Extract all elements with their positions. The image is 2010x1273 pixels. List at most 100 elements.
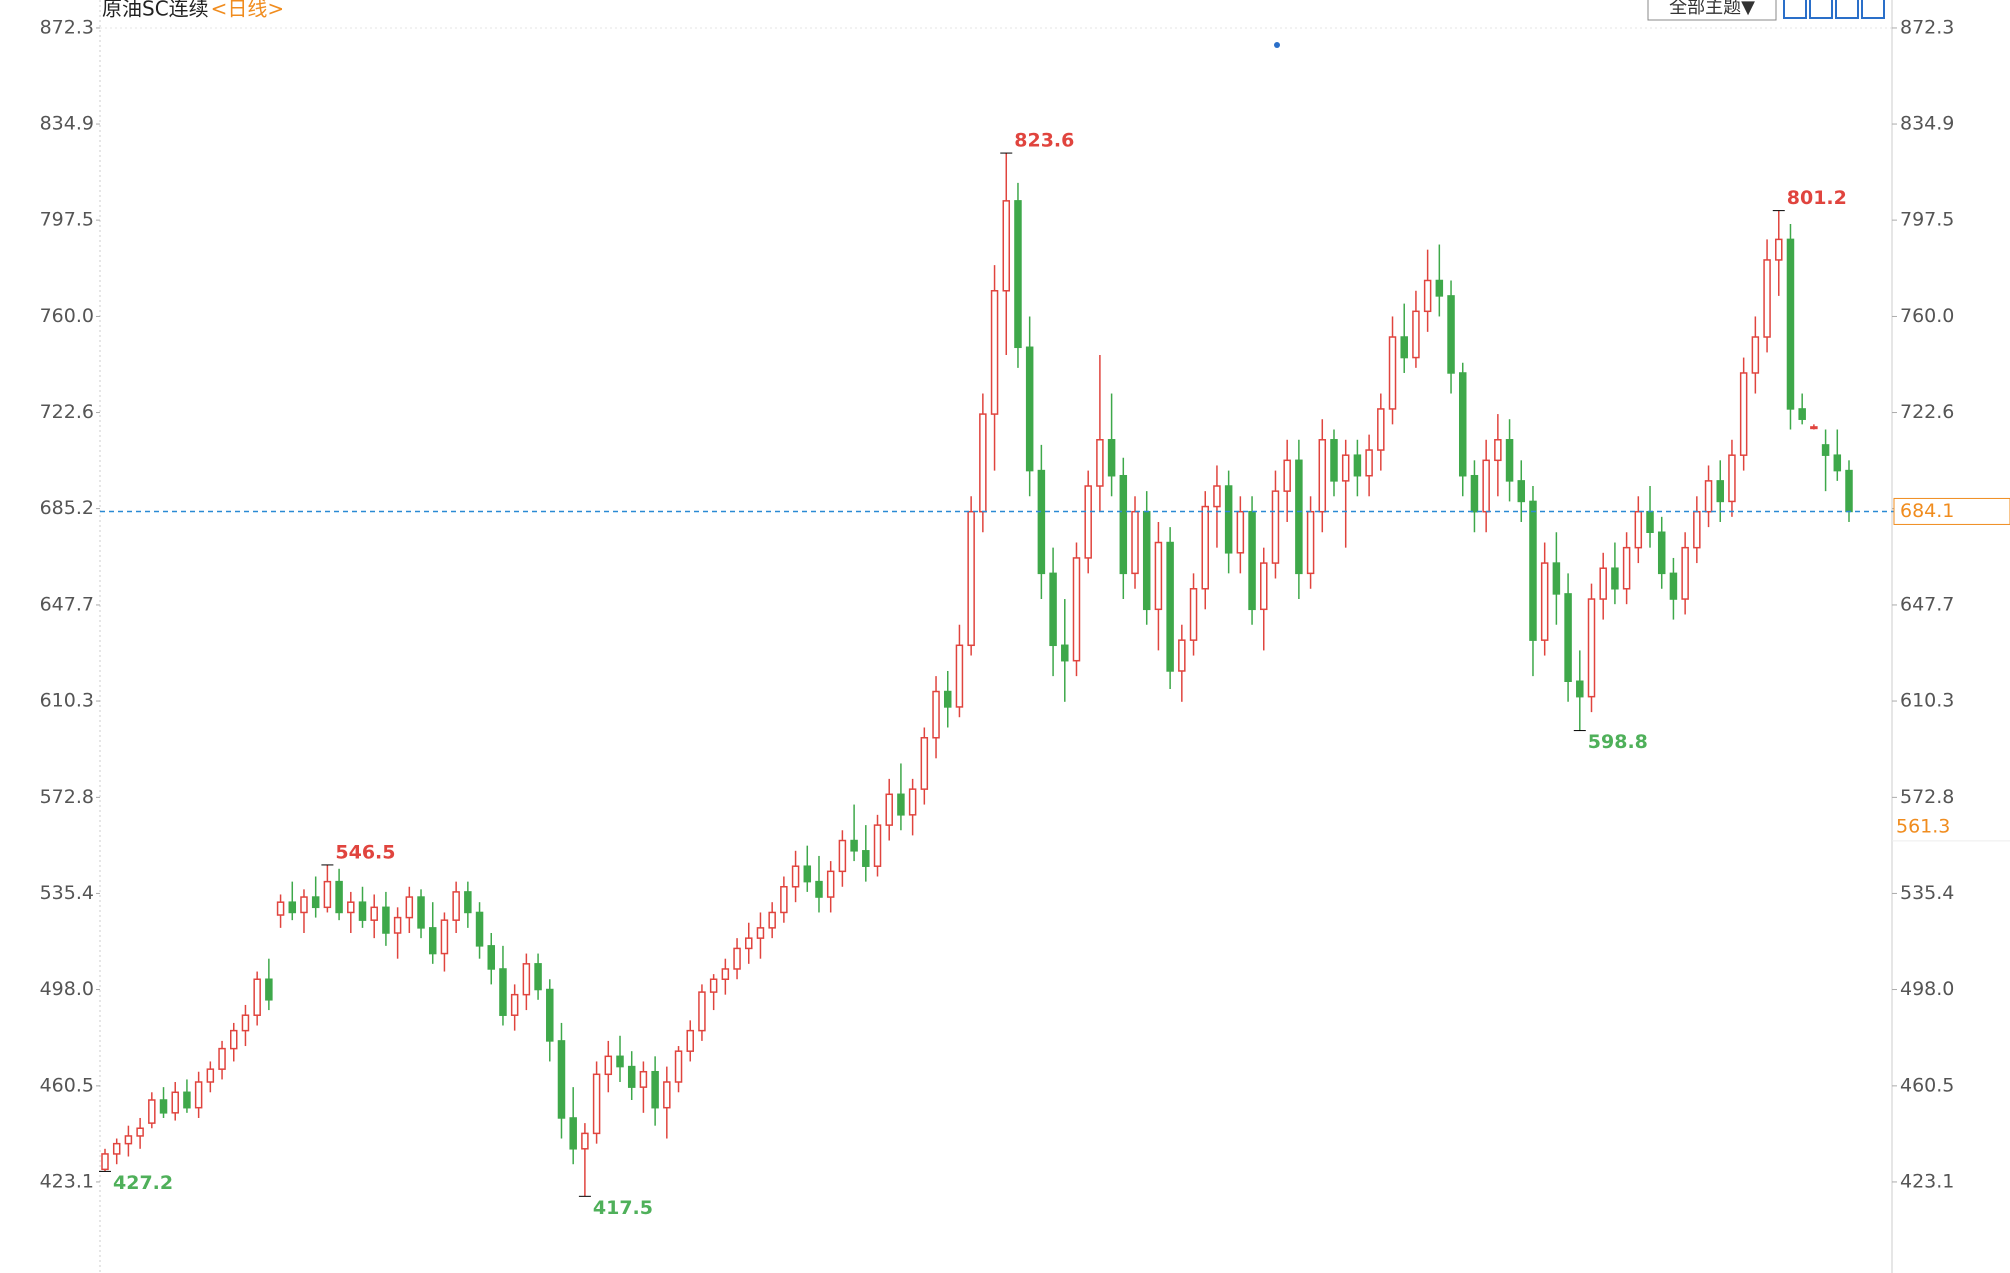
- period-label: <日线>: [211, 0, 285, 21]
- candle-body: [908, 788, 917, 816]
- y-tick-label: 834.9: [40, 113, 94, 135]
- candle-body: [663, 1081, 671, 1109]
- candle-body: [1786, 238, 1795, 410]
- theme-button-box[interactable]: [1647, 0, 1777, 21]
- y-tick-label: 872.3: [40, 16, 94, 38]
- candle-body: [1412, 310, 1420, 359]
- candle-body: [616, 1055, 624, 1068]
- indicator-dot: [1274, 42, 1280, 48]
- candle-body: [873, 824, 882, 867]
- candle-body: [1775, 238, 1783, 261]
- candle-body: [1353, 454, 1362, 477]
- candle-body: [534, 963, 542, 991]
- candle-body: [159, 1099, 168, 1114]
- candle-body: [1318, 439, 1327, 513]
- candle-body: [1517, 480, 1526, 503]
- candle-body: [1681, 546, 1689, 600]
- y2-tick-label: 572.8: [1900, 786, 1954, 808]
- candle-body: [733, 947, 741, 970]
- candle-body: [1739, 372, 1748, 456]
- candle-body: [358, 901, 367, 921]
- candle-body: [1669, 572, 1678, 600]
- candle-body: [592, 1073, 601, 1135]
- candle-body: [955, 644, 964, 708]
- y-tick-label: 610.3: [40, 690, 94, 712]
- candle-body: [1341, 454, 1350, 482]
- candle-body: [1025, 346, 1034, 472]
- candle-body: [1716, 480, 1724, 503]
- low-label: 417.5: [593, 1197, 653, 1219]
- candle-body: [709, 978, 718, 993]
- candle-body: [803, 865, 812, 883]
- candle-body: [112, 1142, 121, 1155]
- candle-body: [1611, 567, 1619, 590]
- candle-body: [1494, 439, 1502, 462]
- y2-tick-label: 610.3: [1900, 690, 1954, 712]
- candle-body: [826, 870, 835, 898]
- candle-body: [1365, 449, 1373, 477]
- candle-body: [253, 978, 261, 1016]
- candle-body: [276, 901, 285, 916]
- y2-tick-label: 498.0: [1900, 978, 1954, 1000]
- candle-body: [979, 413, 987, 513]
- last-price-label: 684.1: [1900, 500, 1954, 522]
- candle-body: [136, 1127, 144, 1137]
- candle-body: [1283, 459, 1291, 492]
- candle-body: [651, 1070, 659, 1109]
- last-price-box: [1893, 497, 2010, 525]
- candle-body: [522, 963, 531, 996]
- candle-body: [1107, 439, 1116, 477]
- candle-body: [1037, 469, 1046, 575]
- candle-body: [639, 1070, 648, 1088]
- y-tick-label: 535.4: [40, 882, 94, 904]
- high-label: 823.6: [1014, 130, 1074, 152]
- candle-body: [850, 839, 858, 852]
- candle-body: [1260, 562, 1268, 611]
- y-tick-label: 647.7: [40, 593, 94, 615]
- candle-body: [1377, 408, 1385, 451]
- candle-body: [1458, 372, 1467, 477]
- candle-body: [1002, 200, 1011, 292]
- y-tick-label: 722.6: [40, 401, 94, 423]
- candle-body: [780, 886, 788, 914]
- candle-body: [1657, 531, 1666, 575]
- candle-body: [1447, 295, 1455, 374]
- y2-tick-label: 423.1: [1900, 1170, 1954, 1192]
- candle-body: [510, 993, 519, 1016]
- candle-body: [171, 1091, 179, 1114]
- candle-body: [1552, 562, 1561, 595]
- candle-body: [428, 927, 437, 955]
- candle-body: [1693, 510, 1701, 549]
- candle-body: [932, 690, 940, 739]
- candle-body: [452, 891, 460, 921]
- y-tick-label: 572.8: [40, 786, 94, 808]
- candle-body: [1810, 426, 1818, 430]
- high-label: 546.5: [335, 841, 395, 863]
- candle-body: [1576, 680, 1584, 698]
- marker-price-label: 561.3: [1896, 815, 1950, 837]
- candle-body: [1224, 485, 1233, 554]
- candle-body: [1096, 439, 1104, 487]
- candle-body: [335, 880, 343, 914]
- candle-body: [862, 850, 870, 867]
- candle-body: [1505, 439, 1514, 482]
- y2-tick-label: 760.0: [1900, 305, 1954, 327]
- candle-body: [756, 927, 765, 939]
- candle-body: [1751, 336, 1760, 374]
- candle-body: [674, 1050, 683, 1083]
- candle-body: [499, 968, 507, 1016]
- y-tick-label: 760.0: [40, 305, 94, 327]
- candle-body: [1295, 459, 1303, 575]
- toolbar-icons[interactable]: [1783, 0, 1885, 19]
- candle-body: [265, 978, 273, 1001]
- candle-body: [1084, 485, 1092, 559]
- candle-body: [885, 793, 893, 826]
- candle-body: [1271, 490, 1280, 564]
- candle-body: [1330, 439, 1338, 482]
- candle-body: [382, 906, 390, 934]
- candle-body: [581, 1132, 589, 1150]
- theme-button[interactable]: 全部主题▼: [1669, 0, 1755, 18]
- candle-body: [194, 1081, 203, 1109]
- y-tick-label: 423.1: [40, 1170, 94, 1192]
- candle-body: [230, 1029, 238, 1050]
